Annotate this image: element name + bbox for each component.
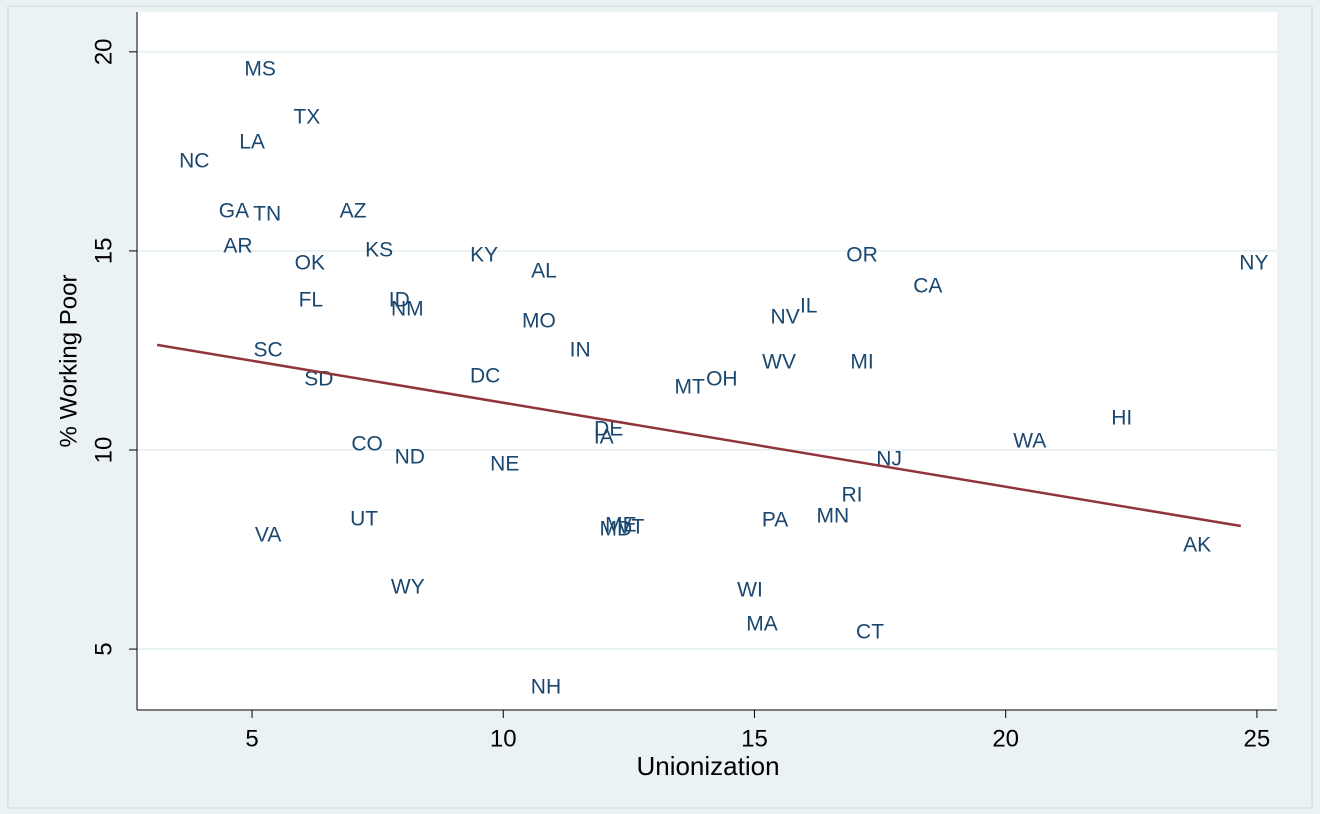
point-label: OK: [295, 252, 325, 275]
point-label: WI: [737, 578, 763, 601]
y-tick-label: 5: [90, 642, 117, 655]
point-label: UT: [350, 508, 378, 531]
fit-line: [156, 343, 1242, 528]
point-label: WA: [1013, 430, 1046, 453]
point-label: IL: [800, 295, 818, 318]
y-tick-label: 15: [90, 238, 117, 265]
point-label: KS: [365, 238, 393, 261]
point-label: KY: [470, 244, 498, 267]
x-tick-label: 25: [1244, 725, 1271, 752]
point-label: CO: [351, 432, 383, 455]
point-label: MO: [522, 309, 556, 332]
point-label: PA: [762, 508, 788, 531]
x-tick-label: 10: [490, 725, 517, 752]
point-label: NC: [179, 149, 209, 172]
point-label: MD: [599, 518, 632, 541]
point-label: MN: [817, 504, 850, 527]
point-label: MT: [675, 375, 705, 398]
point-label: WV: [762, 350, 796, 373]
point-label: IA: [594, 426, 614, 449]
plot-area: [137, 12, 1277, 710]
point-label: WY: [391, 576, 425, 599]
point-label: CT: [856, 621, 884, 644]
x-tick-label: 5: [245, 725, 258, 752]
point-label: AR: [223, 234, 252, 257]
point-label: NJ: [876, 447, 902, 470]
point-label: DE: [594, 418, 623, 441]
point-label: NM: [391, 297, 424, 320]
point-label: AK: [1183, 533, 1211, 556]
y-tick-label: 20: [90, 38, 117, 65]
x-axis-title: Unionization: [636, 751, 779, 781]
x-tick-label: 15: [741, 725, 768, 752]
point-label: NH: [531, 676, 561, 699]
point-label: OR: [846, 244, 878, 267]
point-label: MA: [746, 613, 778, 636]
point-label: ND: [395, 446, 425, 469]
point-label: MS: [244, 57, 276, 80]
point-label: HI: [1111, 406, 1132, 429]
point-label: ME: [605, 514, 637, 537]
point-label: FL: [299, 289, 324, 312]
point-label: SC: [254, 338, 283, 361]
point-label: ID: [389, 289, 410, 312]
point-label: DC: [470, 365, 500, 388]
point-label: NY: [1239, 252, 1268, 275]
point-label: VT: [617, 516, 644, 539]
y-tick-label: 10: [90, 437, 117, 464]
point-label: NV: [771, 305, 800, 328]
point-label: IN: [570, 338, 591, 361]
point-label: VA: [255, 524, 281, 547]
point-label: OH: [706, 367, 738, 390]
point-label: LA: [239, 131, 265, 154]
point-label: NE: [490, 453, 519, 476]
x-tick-label: 20: [992, 725, 1019, 752]
point-label: TX: [293, 105, 320, 128]
y-axis-title: % Working Poor: [55, 275, 82, 448]
point-label: AL: [531, 260, 557, 283]
point-label: AZ: [340, 199, 367, 222]
point-label: GA: [219, 199, 249, 222]
point-label: CA: [913, 274, 942, 297]
point-label: RI: [841, 484, 862, 507]
point-label: MI: [850, 350, 873, 373]
point-label: TN: [253, 203, 281, 226]
